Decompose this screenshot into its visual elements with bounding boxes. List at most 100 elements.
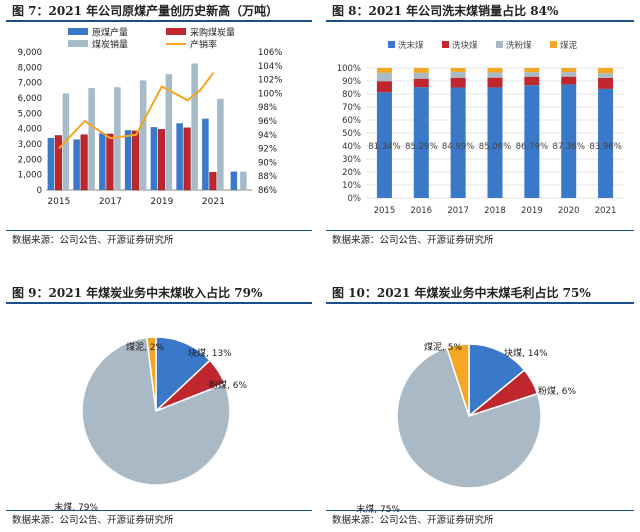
legend-label-0: 原煤产量: [92, 27, 128, 39]
fig8-bar-洗末煤: [487, 87, 503, 198]
fig8-data-label: 81.34%: [368, 142, 400, 152]
fig8-bar-洗粉煤: [561, 72, 577, 77]
fig8-ytick-label: 50%: [342, 129, 361, 139]
fig7-xtick-label: 2021: [202, 197, 225, 207]
fig8-bar-洗粉煤: [524, 72, 540, 77]
fig7-ytick-label: 9,000: [18, 48, 42, 58]
fig8-bar-洗粉煤: [450, 71, 466, 78]
fig7-bar-采购煤炭量: [106, 133, 114, 191]
fig7-bar-煤炭销量: [114, 87, 121, 190]
fig8-ytick-label: 10%: [342, 181, 361, 191]
legend-label-3: 煤泥: [560, 40, 578, 51]
fig8-xtick-label: 2019: [521, 206, 543, 216]
fig7-bar-煤炭销量: [240, 171, 247, 190]
legend-swatch-0: [388, 41, 395, 48]
fig8-ytick-label: 30%: [342, 155, 361, 165]
fig8-ytick-label: 70%: [342, 103, 361, 113]
fig7-bar-采购煤炭量: [132, 130, 140, 191]
fig7-ytick-label: 2,000: [18, 155, 42, 165]
fig7-bar-采购煤炭量: [54, 135, 62, 191]
legend-label-2: 煤炭销量: [92, 39, 128, 51]
fig8-ytick-label: 60%: [342, 116, 361, 126]
fig8-data-label: 85.29%: [405, 142, 437, 152]
fig8-ytick-label: 40%: [342, 142, 361, 152]
fig7-bar-采购煤炭量: [157, 129, 165, 191]
fig8-bar-洗末煤: [413, 87, 429, 198]
fig7-y2tick-label: 88%: [258, 172, 277, 182]
fig7-bar-采购煤炭量: [209, 172, 217, 191]
fig8-data-label: 85.06%: [479, 142, 511, 152]
fig8-bar-煤泥: [450, 68, 466, 72]
fig7-y2tick-label: 102%: [258, 76, 282, 86]
fig8-xtick-label: 2017: [447, 206, 469, 216]
fig8-bar-煤泥: [487, 68, 503, 73]
svg9-slice-末煤: [81, 336, 231, 486]
svg10-label-块煤: 块煤, 14%: [504, 347, 548, 359]
fig7-y2tick-label: 86%: [258, 186, 277, 196]
fig10-source: 数据来源：公司公告、开源证券研究所: [326, 510, 634, 530]
svg9-label-煤泥: 煤泥, 2%: [126, 341, 164, 353]
fig7-bar-采购煤炭量: [183, 127, 191, 191]
fig7-y2tick-label: 104%: [258, 62, 282, 72]
panel-fig9: 图 9：2021 年煤炭业务中末煤收入占比 79% 块煤, 13% 粉煤, 6% 末…: [6, 282, 312, 532]
fig7-ytick-label: 5,000: [18, 109, 42, 119]
fig7-y2tick-label: 98%: [258, 103, 277, 113]
legend-label-3: 产销率: [190, 39, 217, 51]
legend-swatch-3: [550, 41, 557, 48]
fig9-title: 图 9：2021 年煤炭业务中末煤收入占比 79%: [6, 282, 312, 304]
fig8-bar-洗粉煤: [598, 73, 614, 78]
fig8-ytick-label: 0%: [348, 194, 362, 204]
svg9-slice-煤泥: [145, 336, 157, 412]
fig7-bar-原煤产量: [73, 139, 80, 190]
svg10-label-末煤: 末煤, 75%: [356, 503, 400, 515]
fig8-bar-洗末煤: [524, 85, 540, 198]
fig8-bar-煤泥: [524, 68, 540, 73]
fig7-bar-原煤产量: [230, 171, 238, 190]
fig7-source: 数据来源：公司公告、开源证券研究所: [6, 230, 312, 250]
fig7-bar-原煤产量: [47, 137, 55, 190]
fig8-source: 数据来源：公司公告、开源证券研究所: [326, 230, 634, 250]
svg10-slice-块煤: [468, 343, 526, 418]
fig7-y2tick-label: 106%: [258, 48, 282, 58]
fig8-bar-洗块煤: [487, 77, 503, 88]
fig8-xtick-label: 2020: [558, 206, 580, 216]
fig8-bar-煤泥: [376, 68, 392, 73]
fig7-bar-原煤产量: [99, 133, 106, 190]
fig8-bar-洗粉煤: [376, 72, 392, 82]
fig7-xtick-label: 2019: [150, 197, 173, 207]
fig8-ytick-label: 20%: [342, 168, 361, 178]
svg10-label-粉煤: 粉煤, 6%: [538, 385, 576, 397]
panel-fig8: 图 8：2021 年公司洗末煤销量占比 84% 洗末煤 洗块煤 洗粉煤 煤泥 0% 10%…: [326, 0, 634, 252]
fig7-ytick-label: 4,000: [18, 125, 42, 135]
legend-label-0: 洗末煤: [398, 40, 424, 51]
fig7-ytick-label: 0: [37, 186, 42, 196]
fig8-data-label: 84.99%: [442, 142, 474, 152]
fig8-bar-洗块煤: [561, 76, 577, 85]
fig7-ytick-label: 8,000: [18, 63, 42, 73]
panel-fig10: 图 10：2021 年煤炭业务中末煤毛利占比 75% 块煤, 14% 粉煤, 6%…: [326, 282, 634, 532]
legend-swatch-1: [442, 41, 449, 48]
fig7-y2tick-label: 94%: [258, 131, 277, 141]
fig8-xtick-label: 2016: [410, 206, 432, 216]
fig8-xtick-label: 2018: [484, 206, 506, 216]
fig8-bar-洗粉煤: [413, 72, 429, 79]
fig9-source: 数据来源：公司公告、开源证券研究所: [6, 510, 312, 530]
fig7-bar-煤炭销量: [88, 88, 95, 190]
fig7-ytick-label: 6,000: [18, 94, 42, 104]
fig7-bar-原煤产量: [176, 123, 183, 190]
fig7-bar-煤炭销量: [165, 74, 173, 190]
fig8-data-label: 83.96%: [589, 142, 621, 152]
fig7-y2tick-label: 92%: [258, 145, 277, 155]
fig8-xtick-label: 2015: [374, 206, 396, 216]
legend-swatch-1: [166, 28, 186, 35]
fig7-y2tick-label: 100%: [258, 89, 282, 99]
fig8-title: 图 8：2021 年公司洗末煤销量占比 84%: [326, 0, 634, 22]
fig7-bar-煤炭销量: [191, 63, 198, 190]
svg9-label-块煤: 块煤, 13%: [188, 347, 232, 359]
fig10-title: 图 10：2021 年煤炭业务中末煤毛利占比 75%: [326, 282, 634, 304]
fig8-chart: 洗末煤 洗块煤 洗粉煤 煤泥 0% 10% 20% 30% 40% 50% 60% 70% 80% 90%…: [337, 40, 624, 216]
fig8-bar-洗末煤: [561, 84, 577, 198]
fig8-bar-洗块煤: [376, 81, 392, 93]
fig8-bar-洗粉煤: [487, 72, 503, 78]
fig7-bar-煤炭销量: [139, 80, 147, 190]
